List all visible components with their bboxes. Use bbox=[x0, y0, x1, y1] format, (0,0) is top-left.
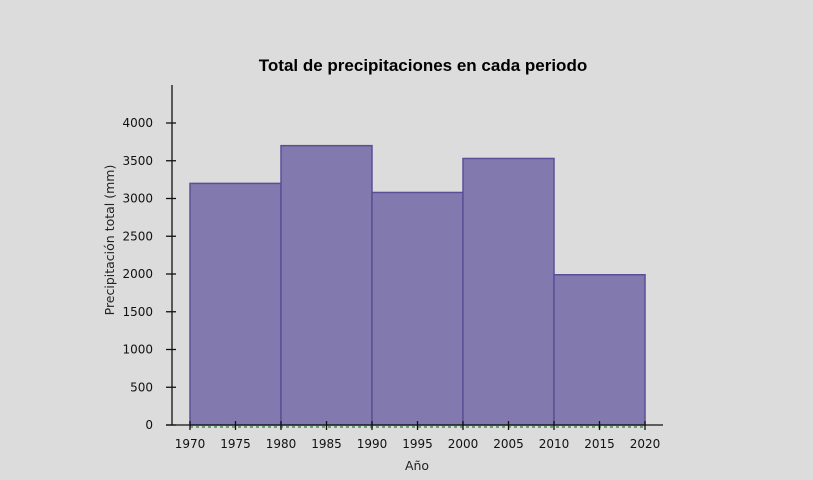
y-tick-label: 3000 bbox=[122, 192, 153, 206]
x-tick-label: 1970 bbox=[175, 437, 206, 451]
bar-2010-2020 bbox=[553, 274, 646, 426]
bar-1980-1990 bbox=[280, 144, 373, 426]
x-tick-label: 1990 bbox=[357, 437, 388, 451]
x-tick-label: 1975 bbox=[220, 437, 251, 451]
bar-1970-1980 bbox=[189, 182, 282, 426]
x-tick-label: 2020 bbox=[630, 437, 661, 451]
y-tick-label: 1000 bbox=[122, 343, 153, 357]
x-tick-label: 2010 bbox=[539, 437, 570, 451]
x-tick-label: 2015 bbox=[584, 437, 615, 451]
bar-2000-2010 bbox=[462, 157, 555, 426]
x-tick-label: 2005 bbox=[493, 437, 524, 451]
x-axis-label: Año bbox=[405, 458, 429, 473]
y-axis-label: Precipitación total (mm) bbox=[102, 165, 117, 316]
chart-title: Total de precipitaciones en cada periodo bbox=[259, 56, 587, 75]
x-ticks-group: 1970 1975 1980 1985 1990 1995 2000 2005 2010 2015… bbox=[175, 421, 661, 451]
y-tick-label: 4000 bbox=[122, 116, 153, 130]
y-tick-label: 3500 bbox=[122, 154, 153, 168]
y-ticks-group: 0 500 1000 1500 2000 2500 3000 3500 4000 bbox=[122, 116, 176, 432]
x-tick-label: 1995 bbox=[402, 437, 433, 451]
bar-1990-2000 bbox=[371, 191, 464, 426]
x-tick-label: 1980 bbox=[266, 437, 297, 451]
y-tick-label: 500 bbox=[130, 380, 153, 394]
x-tick-label: 2000 bbox=[448, 437, 479, 451]
x-tick-label: 1985 bbox=[311, 437, 342, 451]
y-tick-label: 2500 bbox=[122, 229, 153, 243]
y-tick-label: 0 bbox=[145, 418, 153, 432]
bars-group bbox=[189, 144, 646, 426]
y-tick-label: 2000 bbox=[122, 267, 153, 281]
y-tick-label: 1500 bbox=[122, 305, 153, 319]
